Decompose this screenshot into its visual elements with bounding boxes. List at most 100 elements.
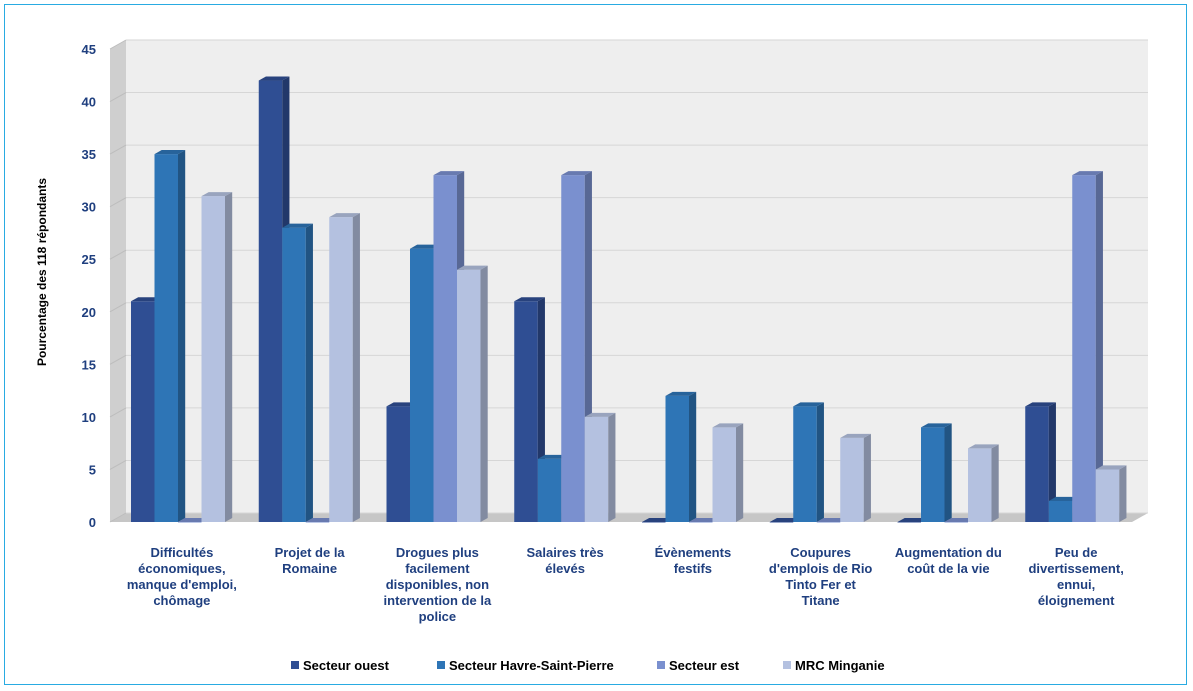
bar-top [816, 517, 848, 522]
bar-front [769, 522, 794, 523]
x-category-label: Peu de divertissement, ennui, éloignement [1028, 545, 1123, 608]
bar-top [305, 517, 337, 522]
bar-side [863, 433, 871, 522]
x-category-line: Drogues plus [396, 545, 479, 560]
bar-top [258, 76, 290, 81]
bar-front [897, 522, 921, 523]
bar-top [840, 433, 871, 438]
y-tick-label: 10 [82, 410, 96, 425]
bar-front [584, 416, 609, 522]
bar-chart: 0 5 10 15 20 25 30 35 40 45 Difficultés économique… [35, 39, 1148, 673]
bar-top [457, 265, 488, 270]
legend-label: MRC Minganie [795, 658, 885, 673]
bar-side [689, 391, 697, 522]
bar [968, 444, 999, 522]
bar-front [665, 395, 689, 522]
x-category-line: police [419, 609, 457, 624]
bar-front [386, 406, 410, 522]
bar-top [584, 412, 616, 417]
y-tick-label: 40 [82, 95, 96, 110]
bar-front [201, 196, 225, 522]
gridline-side [109, 302, 127, 313]
bar-side [944, 423, 952, 522]
bar-side [736, 423, 744, 522]
bar-top [968, 444, 999, 449]
bar-front [689, 522, 713, 523]
y-tick-label: 35 [82, 147, 96, 162]
x-category-line: économiques, [138, 561, 225, 576]
bar [154, 150, 186, 523]
bar-front [816, 522, 841, 523]
bar-top [689, 517, 720, 522]
bar [921, 423, 952, 522]
bar-top [1072, 171, 1103, 176]
legend-swatch [291, 661, 299, 669]
bar [457, 265, 488, 522]
bar-front [840, 437, 864, 522]
x-category-line: Projet de la [275, 545, 346, 560]
bar-front [537, 458, 562, 522]
x-category-label: Coupures d'emplois de Rio Tinto Fer et Tita… [769, 545, 873, 608]
bar-front [712, 427, 736, 522]
bar-front [642, 522, 666, 523]
bar-top [769, 517, 801, 522]
y-axis: 0 5 10 15 20 25 30 35 40 45 [82, 42, 96, 530]
y-tick-label: 45 [82, 42, 96, 57]
gridline-side [109, 197, 127, 208]
y-tick-label: 20 [82, 305, 96, 320]
x-category-label: Salaires très élevés [526, 545, 603, 576]
bar-front [1072, 175, 1096, 522]
side-wall [110, 40, 126, 522]
bar-side [305, 223, 313, 522]
x-category-line: facilement [405, 561, 470, 576]
bar-top [642, 517, 673, 522]
gridline-side [109, 92, 127, 102]
bar-top [282, 223, 313, 228]
bar [1072, 171, 1103, 523]
bar-front [410, 248, 434, 522]
bar [178, 517, 209, 523]
bars-group [131, 76, 1127, 523]
bar-top [386, 402, 418, 407]
legend-item: Secteur est [657, 658, 740, 673]
y-tick-label: 15 [82, 357, 96, 372]
legend-label: Secteur ouest [303, 658, 390, 673]
gridline-side [109, 249, 127, 260]
legend-swatch [437, 661, 445, 669]
bar [665, 391, 697, 522]
bar [712, 423, 744, 522]
x-category-label: Projet de la Romaine [275, 545, 346, 576]
bar-top [1025, 402, 1056, 407]
bar-front [1095, 469, 1120, 522]
bar [793, 402, 824, 522]
bar [944, 517, 976, 523]
bar [1025, 402, 1056, 522]
bar-front [1025, 406, 1049, 522]
x-category-line: festifs [674, 561, 712, 576]
bar [305, 517, 337, 523]
gridline-side [109, 354, 127, 365]
legend-swatch [657, 661, 665, 669]
y-tick-label: 5 [89, 462, 96, 477]
bar-front [329, 217, 353, 522]
x-category-label: Drogues plus facilement disponibles, non in… [384, 545, 492, 624]
legend-item: Secteur ouest [291, 658, 390, 673]
bar-front [258, 80, 283, 523]
legend-item: MRC Minganie [783, 658, 885, 673]
gridline-side [109, 460, 127, 470]
bar-front [921, 427, 945, 522]
x-category-label: Évènements festifs [655, 545, 732, 576]
bar-top [178, 517, 209, 522]
x-category-line: ennui, [1057, 577, 1095, 592]
x-category-label: Augmentation du coût de la vie [895, 545, 1002, 576]
bar-front [178, 522, 202, 523]
x-category-line: éloignement [1038, 593, 1115, 608]
bar-front [514, 301, 538, 522]
bar-top [921, 423, 952, 428]
bar-top [793, 402, 824, 407]
bar-top [154, 150, 186, 155]
x-category-line: Tinto Fer et [785, 577, 856, 592]
bar [1095, 465, 1127, 522]
chart-frame: 0 5 10 15 20 25 30 35 40 45 Difficultés économique… [4, 4, 1187, 685]
bar-top [897, 517, 929, 522]
